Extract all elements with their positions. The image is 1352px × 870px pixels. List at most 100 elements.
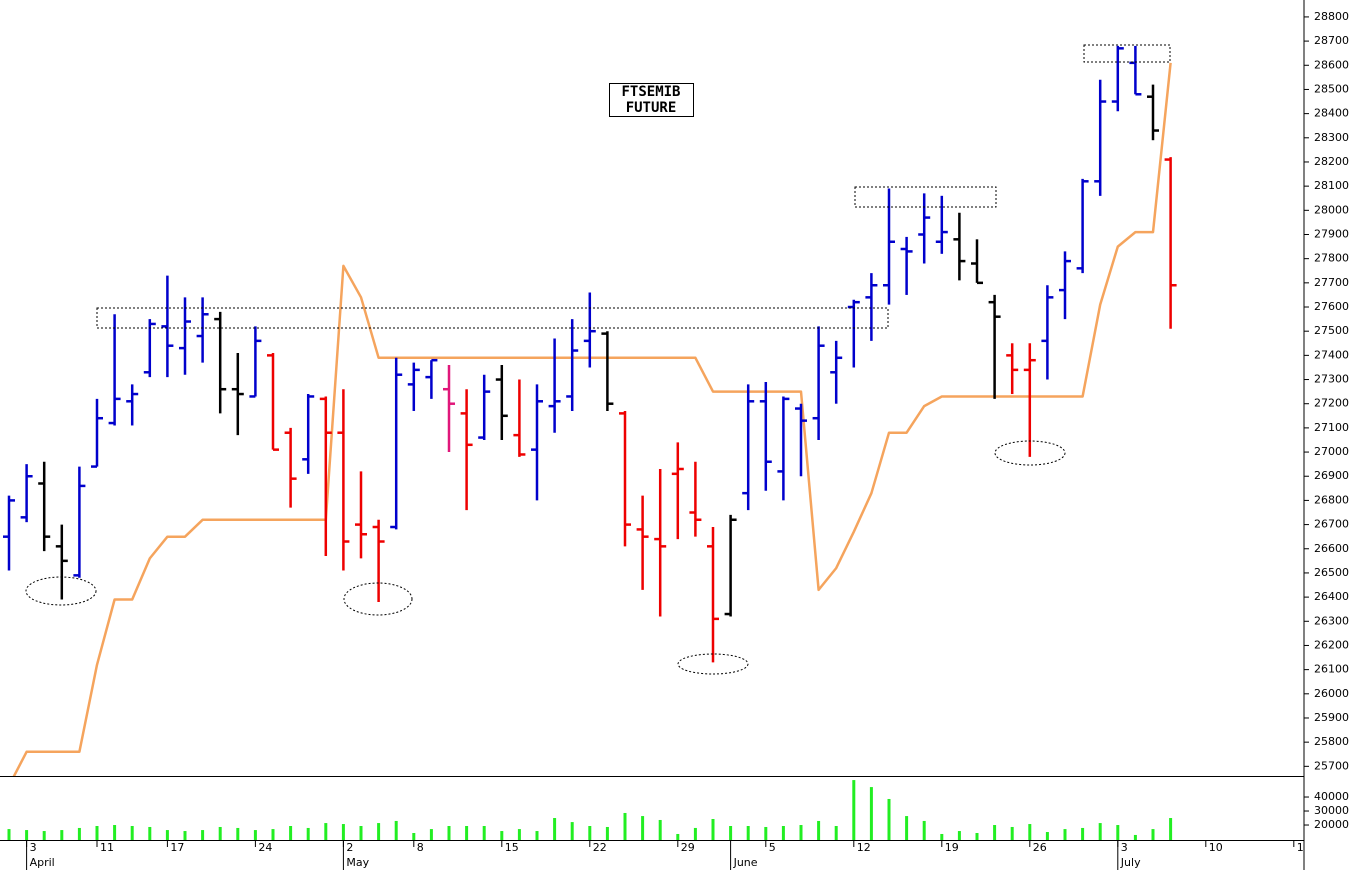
month-label: May bbox=[346, 856, 369, 869]
y-tick-label: 26100 bbox=[1314, 663, 1349, 676]
volume-bar bbox=[852, 780, 856, 840]
x-tick-label: 5 bbox=[769, 841, 776, 854]
volume-bar bbox=[746, 826, 750, 840]
volume-bar bbox=[676, 833, 680, 840]
volume-bar bbox=[940, 833, 944, 840]
y-tick-label: 27300 bbox=[1314, 373, 1349, 386]
volume-bar bbox=[1045, 832, 1049, 840]
x-tick-label: 29 bbox=[681, 841, 695, 854]
volume-bar bbox=[42, 831, 46, 840]
x-tick-label: 1 bbox=[1297, 841, 1304, 854]
volume-bar bbox=[113, 825, 117, 840]
volume-bar bbox=[1169, 818, 1173, 840]
y-tick-label: 27800 bbox=[1314, 252, 1349, 265]
volume-bar bbox=[623, 812, 627, 840]
volume-bar bbox=[570, 822, 574, 840]
volume-bar bbox=[447, 826, 451, 840]
chart-title: FTSEMIB bbox=[621, 84, 680, 100]
chart-title: FUTURE bbox=[626, 100, 677, 116]
x-tick-label: 2 bbox=[346, 841, 353, 854]
volume-bar bbox=[605, 826, 609, 840]
y-tick-label: 28400 bbox=[1314, 107, 1349, 120]
volume-bar bbox=[218, 826, 222, 840]
volume-bar bbox=[500, 831, 504, 840]
y-tick-label: 28300 bbox=[1314, 131, 1349, 144]
y-tick-label: 27400 bbox=[1314, 348, 1349, 361]
volume-bar bbox=[975, 833, 979, 840]
y-tick-label: 26500 bbox=[1314, 566, 1349, 579]
y-tick-label: 27000 bbox=[1314, 445, 1349, 458]
plot-area bbox=[3, 45, 1177, 840]
low-marker bbox=[25, 576, 97, 606]
resistance-box bbox=[96, 307, 889, 329]
y-tick-label: 27500 bbox=[1314, 324, 1349, 337]
volume-bar bbox=[183, 831, 187, 840]
volume-bar bbox=[517, 829, 521, 840]
volume-bar bbox=[289, 826, 293, 840]
volume-bar bbox=[95, 826, 99, 840]
volume-bar bbox=[148, 826, 152, 840]
volume-bar bbox=[25, 830, 29, 840]
volume-bar bbox=[359, 826, 363, 840]
volume-bar bbox=[922, 820, 926, 840]
volume-tick-label: 20000 bbox=[1314, 818, 1349, 831]
volume-bar bbox=[377, 823, 381, 840]
resistance-box bbox=[854, 186, 997, 208]
y-tick-label: 26000 bbox=[1314, 687, 1349, 700]
volume-bar bbox=[7, 829, 11, 840]
title-box bbox=[609, 83, 694, 117]
y-tick-label: 25800 bbox=[1314, 735, 1349, 748]
x-tick-label: 8 bbox=[417, 841, 424, 854]
y-tick-label: 27700 bbox=[1314, 276, 1349, 289]
y-tick-label: 28000 bbox=[1314, 203, 1349, 216]
low-marker bbox=[994, 440, 1066, 466]
x-tick-label: 11 bbox=[100, 841, 114, 854]
low-marker bbox=[343, 582, 413, 616]
volume-bar bbox=[658, 819, 662, 840]
volume-bar bbox=[588, 826, 592, 840]
volume-bar bbox=[201, 830, 205, 840]
x-tick-label: 19 bbox=[945, 841, 959, 854]
y-tick-label: 28800 bbox=[1314, 10, 1349, 23]
x-tick-label: 12 bbox=[857, 841, 871, 854]
y-tick-label: 26900 bbox=[1314, 469, 1349, 482]
volume-bar bbox=[394, 820, 398, 840]
volume-bar bbox=[887, 798, 891, 840]
y-tick-label: 28600 bbox=[1314, 58, 1349, 71]
y-tick-label: 25900 bbox=[1314, 711, 1349, 724]
y-tick-label: 28500 bbox=[1314, 82, 1349, 95]
y-tick-label: 28700 bbox=[1314, 34, 1349, 47]
y-tick-label: 28100 bbox=[1314, 179, 1349, 192]
month-label: June bbox=[733, 856, 758, 869]
volume-bar bbox=[1151, 829, 1155, 840]
volume-bar bbox=[324, 823, 328, 840]
volume-bar bbox=[781, 826, 785, 840]
x-tick-label: 17 bbox=[170, 841, 184, 854]
volume-bar bbox=[693, 827, 697, 840]
x-tick-label: 10 bbox=[1209, 841, 1223, 854]
y-tick-label: 27100 bbox=[1314, 421, 1349, 434]
volume-bar bbox=[1116, 825, 1120, 840]
y-tick-label: 25700 bbox=[1314, 759, 1349, 772]
volume-bar bbox=[77, 827, 81, 840]
volume-bar bbox=[729, 826, 733, 840]
volume-bar bbox=[482, 826, 486, 840]
volume-bar bbox=[306, 827, 310, 840]
volume-bar bbox=[553, 818, 557, 840]
y-tick-label: 27200 bbox=[1314, 397, 1349, 410]
volume-bar bbox=[1010, 826, 1014, 840]
volume-bar bbox=[535, 831, 539, 840]
x-tick-label: 3 bbox=[1121, 841, 1128, 854]
volume-bar bbox=[993, 825, 997, 840]
volume-bar bbox=[764, 826, 768, 840]
volume-bar bbox=[60, 830, 64, 840]
volume-bar bbox=[1133, 834, 1137, 840]
volume-bar bbox=[1028, 824, 1032, 840]
y-tick-label: 27600 bbox=[1314, 300, 1349, 313]
x-tick-label: 3 bbox=[30, 841, 37, 854]
volume-bar bbox=[957, 831, 961, 840]
volume-bar bbox=[130, 826, 134, 840]
y-tick-label: 28200 bbox=[1314, 155, 1349, 168]
x-tick-label: 22 bbox=[593, 841, 607, 854]
